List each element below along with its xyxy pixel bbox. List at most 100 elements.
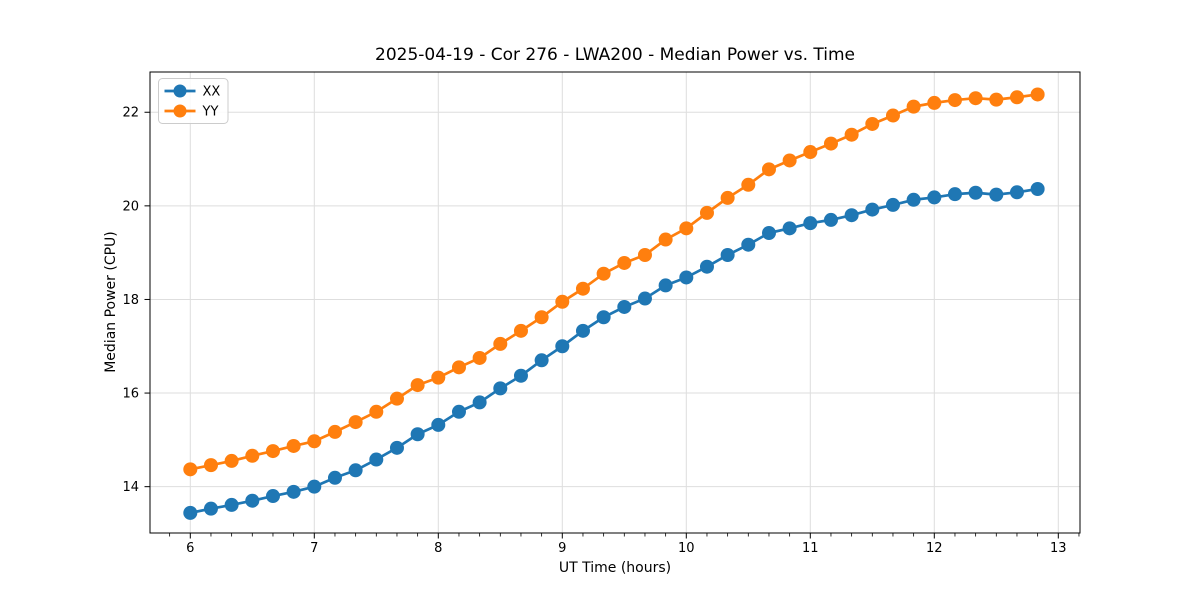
data-point-XX [513, 368, 528, 383]
data-point-XX [431, 417, 446, 432]
data-point-YY [410, 378, 425, 393]
data-point-YY [183, 462, 198, 477]
data-point-YY [245, 448, 260, 463]
data-point-XX [658, 278, 673, 293]
data-point-XX [617, 299, 632, 314]
data-point-YY [947, 93, 962, 108]
data-point-XX [885, 197, 900, 212]
data-point-YY [286, 438, 301, 453]
data-point-YY [968, 91, 983, 106]
x-axis-label: UT Time (hours) [558, 560, 672, 576]
data-point-XX [265, 489, 280, 504]
y-tick-label: 14 [122, 480, 139, 495]
data-point-XX [968, 185, 983, 200]
data-point-YY [472, 350, 487, 365]
series-line-YY [188, 93, 1039, 471]
x-tick-label: 11 [802, 541, 819, 556]
data-point-XX [451, 404, 466, 419]
data-point-YY [865, 116, 880, 131]
data-point-YY [555, 294, 570, 309]
data-point-YY [265, 444, 280, 459]
data-point-XX [369, 452, 384, 467]
data-point-XX [699, 259, 714, 274]
data-point-XX [224, 497, 239, 512]
data-point-YY [203, 458, 218, 473]
data-point-YY [369, 404, 384, 419]
data-point-YY [658, 232, 673, 247]
data-point-YY [534, 310, 549, 325]
data-point-YY [307, 434, 322, 449]
data-point-XX [575, 323, 590, 338]
data-point-YY [389, 391, 404, 406]
data-point-YY [823, 136, 838, 151]
data-point-YY [741, 177, 756, 192]
data-point-YY [699, 205, 714, 220]
data-point-YY [720, 190, 735, 205]
x-tick-label: 9 [558, 541, 566, 556]
data-point-XX [637, 291, 652, 306]
data-point-XX [823, 212, 838, 227]
data-point-XX [679, 270, 694, 285]
data-point-YY [575, 281, 590, 296]
series-line-XX [188, 187, 1039, 515]
data-point-YY [844, 127, 859, 142]
data-point-XX [720, 247, 735, 262]
data-point-XX [947, 187, 962, 202]
data-point-XX [389, 440, 404, 455]
data-point-XX [555, 339, 570, 354]
data-point-XX [183, 505, 198, 520]
data-point-XX [472, 395, 487, 410]
x-tick-label: 13 [1050, 541, 1067, 556]
data-point-YY [224, 453, 239, 468]
data-point-XX [865, 202, 880, 217]
data-point-XX [203, 501, 218, 516]
x-tick-label: 8 [434, 541, 442, 556]
plot-border [149, 71, 1081, 534]
data-point-YY [989, 92, 1004, 107]
y-tick-label: 16 [122, 387, 139, 402]
legend-label-XX: XX [203, 85, 221, 100]
data-point-YY [761, 162, 776, 177]
data-point-XX [927, 190, 942, 205]
data-point-XX [989, 187, 1004, 202]
y-tick-label: 20 [122, 199, 139, 214]
data-point-YY [431, 370, 446, 385]
data-point-XX [741, 237, 756, 252]
data-point-YY [927, 95, 942, 110]
data-point-XX [534, 353, 549, 368]
data-point-YY [596, 266, 611, 281]
data-point-XX [1009, 185, 1024, 200]
legend-marker-XX [173, 84, 187, 98]
data-point-YY [1009, 90, 1024, 105]
data-point-YY [637, 247, 652, 262]
legend: XX YY [158, 78, 229, 124]
y-tick-label: 22 [122, 106, 139, 121]
data-point-XX [803, 216, 818, 231]
x-tick-label: 10 [678, 541, 695, 556]
data-point-XX [844, 208, 859, 223]
data-point-YY [513, 323, 528, 338]
data-point-YY [617, 255, 632, 270]
data-point-YY [885, 108, 900, 123]
data-point-XX [327, 470, 342, 485]
x-tick-label: 7 [310, 541, 318, 556]
data-point-XX [596, 310, 611, 325]
legend-label-YY: YY [202, 105, 219, 120]
data-point-YY [493, 336, 508, 351]
x-tick-label: 6 [186, 541, 194, 556]
data-point-YY [782, 153, 797, 168]
data-point-XX [493, 381, 508, 396]
data-point-XX [1030, 182, 1045, 197]
data-point-YY [327, 424, 342, 439]
data-point-XX [782, 221, 797, 236]
data-point-YY [348, 415, 363, 430]
data-point-XX [286, 484, 301, 499]
data-point-YY [679, 221, 694, 236]
data-point-YY [1030, 87, 1045, 102]
y-tick-label: 18 [122, 293, 139, 308]
data-point-XX [410, 427, 425, 442]
data-point-XX [307, 479, 322, 494]
chart-title: 2025-04-19 - Cor 276 - LWA200 - Median P… [375, 45, 855, 65]
